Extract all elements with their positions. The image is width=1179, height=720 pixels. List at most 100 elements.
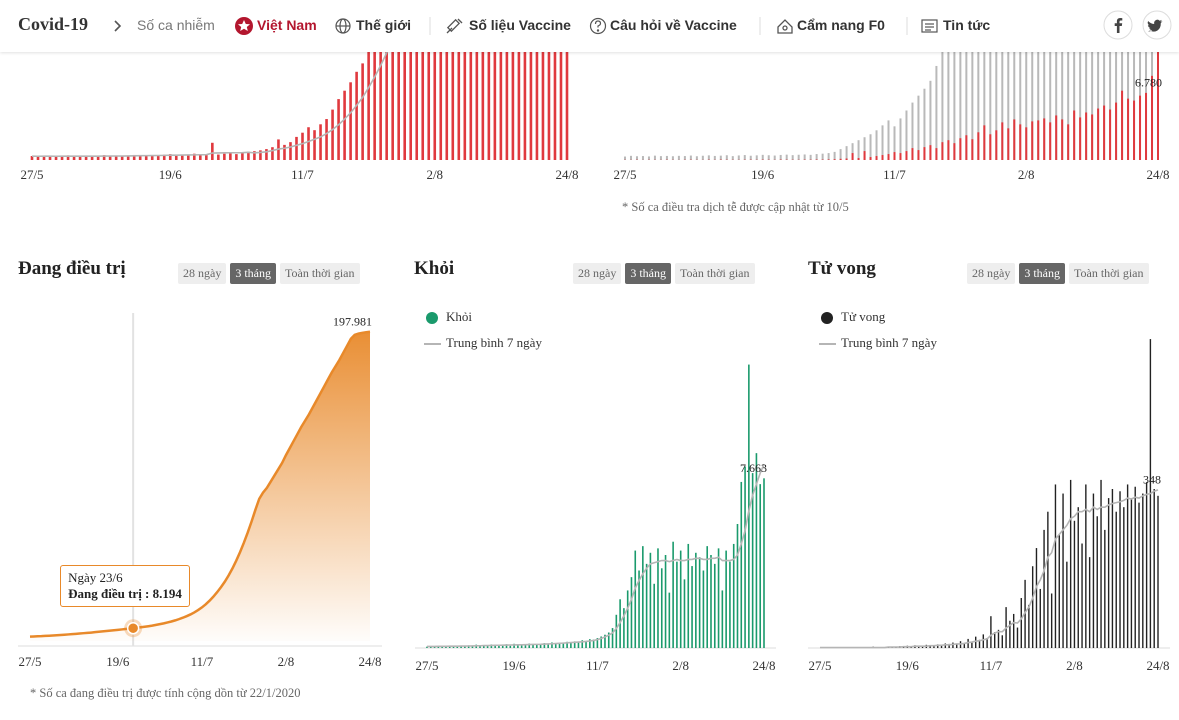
x-tick-label: 27/5	[808, 658, 831, 673]
bar	[1019, 124, 1022, 160]
bar	[156, 156, 160, 160]
bar	[929, 80, 932, 160]
bar	[687, 543, 690, 648]
range-tab[interactable]: Toàn thời gian	[675, 263, 755, 284]
bar	[1061, 0, 1064, 161]
bar	[289, 142, 292, 160]
home-icon	[777, 19, 793, 34]
nav-link[interactable]: Số ca nhiễm	[137, 17, 215, 33]
range-tab[interactable]: 28 ngày	[573, 263, 622, 284]
bar	[905, 110, 908, 160]
range-tab[interactable]: 28 ngày	[178, 263, 227, 284]
bar	[676, 561, 678, 648]
bar	[993, 632, 996, 648]
bar	[706, 546, 709, 648]
nav-link[interactable]: Cẩm nang F0	[797, 17, 885, 33]
nav-link[interactable]: Câu hỏi về Vaccine	[610, 17, 737, 33]
x-tick-label: 24/8	[1146, 658, 1169, 673]
bar	[499, 0, 503, 161]
bar	[409, 0, 413, 161]
star-icon-shape	[238, 20, 250, 31]
x-tick-label: 2/8	[426, 167, 443, 182]
bar	[517, 0, 521, 160]
x-tick-label: 19/6	[751, 167, 775, 182]
bar	[1096, 516, 1098, 648]
chart-2: 27/5 19/6 11/7 2/8 24/8 197.981	[18, 313, 382, 669]
bar	[647, 156, 650, 160]
chart-title: Đang điều trị	[18, 258, 126, 279]
bar	[513, 643, 515, 648]
bar	[509, 645, 512, 648]
bar	[566, 641, 568, 648]
bar	[1077, 507, 1079, 648]
bar	[36, 156, 40, 160]
bar	[439, 0, 443, 160]
bar	[691, 566, 693, 648]
nav-link[interactable]: Thế giới	[356, 17, 412, 33]
bar	[887, 154, 890, 160]
bar	[707, 155, 710, 160]
bar	[645, 563, 648, 648]
bar	[815, 154, 818, 160]
bar	[529, 0, 533, 160]
bar	[1001, 0, 1004, 161]
bar	[1133, 100, 1136, 160]
nav-link[interactable]: Việt Nam	[257, 17, 317, 33]
bar	[271, 147, 274, 160]
range-tab[interactable]: 3 tháng	[625, 263, 671, 284]
bar	[1049, 0, 1052, 160]
bar	[174, 155, 178, 160]
bar	[1054, 484, 1057, 648]
bar	[1133, 0, 1136, 161]
callout-label: 348	[1143, 473, 1161, 487]
tooltip: Ngày 23/6 Đang điều trị : 8.194	[60, 565, 190, 608]
bar	[1100, 479, 1102, 648]
bar	[791, 155, 794, 160]
range-tab[interactable]: 28 ngày	[967, 263, 1016, 284]
bar	[1055, 115, 1058, 160]
brand[interactable]: Covid-19	[18, 14, 89, 34]
bar	[683, 156, 686, 160]
bar	[1073, 520, 1076, 648]
bar	[486, 646, 489, 648]
bar	[585, 640, 587, 648]
bar	[120, 156, 124, 160]
bar	[355, 71, 358, 160]
bar	[947, 140, 950, 160]
bar	[1055, 0, 1058, 160]
bar	[717, 548, 720, 648]
bar	[1028, 604, 1030, 648]
bar	[1091, 0, 1094, 160]
x-tick-label: 2/8	[672, 658, 689, 673]
bar	[1067, 124, 1070, 160]
bar	[659, 156, 662, 160]
nav-link[interactable]: Số liệu Vaccine	[469, 17, 571, 33]
bar	[551, 642, 553, 648]
nav-link[interactable]: Tin tức	[943, 17, 991, 33]
bar	[672, 541, 674, 648]
facebook-button[interactable]	[1103, 10, 1133, 40]
range-tab[interactable]: Toàn thời gian	[1069, 263, 1149, 284]
bar	[451, 0, 455, 161]
bar	[259, 150, 262, 160]
bar	[589, 639, 591, 648]
bar	[505, 644, 508, 648]
bar	[989, 134, 992, 160]
bar	[1039, 588, 1041, 648]
bar	[982, 634, 985, 648]
bar	[319, 124, 322, 160]
range-tab[interactable]: 3 tháng	[1019, 263, 1065, 284]
bar	[581, 640, 584, 648]
bar	[839, 149, 842, 160]
bar	[421, 0, 425, 161]
bar	[42, 155, 46, 160]
range-tab[interactable]: 3 tháng	[230, 263, 276, 284]
bar	[971, 641, 973, 648]
bar	[479, 645, 481, 648]
range-tab[interactable]: Toàn thời gian	[280, 263, 360, 284]
bar	[535, 0, 539, 160]
bar	[917, 95, 920, 160]
bar	[186, 154, 190, 160]
twitter-button[interactable]	[1142, 10, 1172, 40]
bar	[1097, 108, 1100, 160]
